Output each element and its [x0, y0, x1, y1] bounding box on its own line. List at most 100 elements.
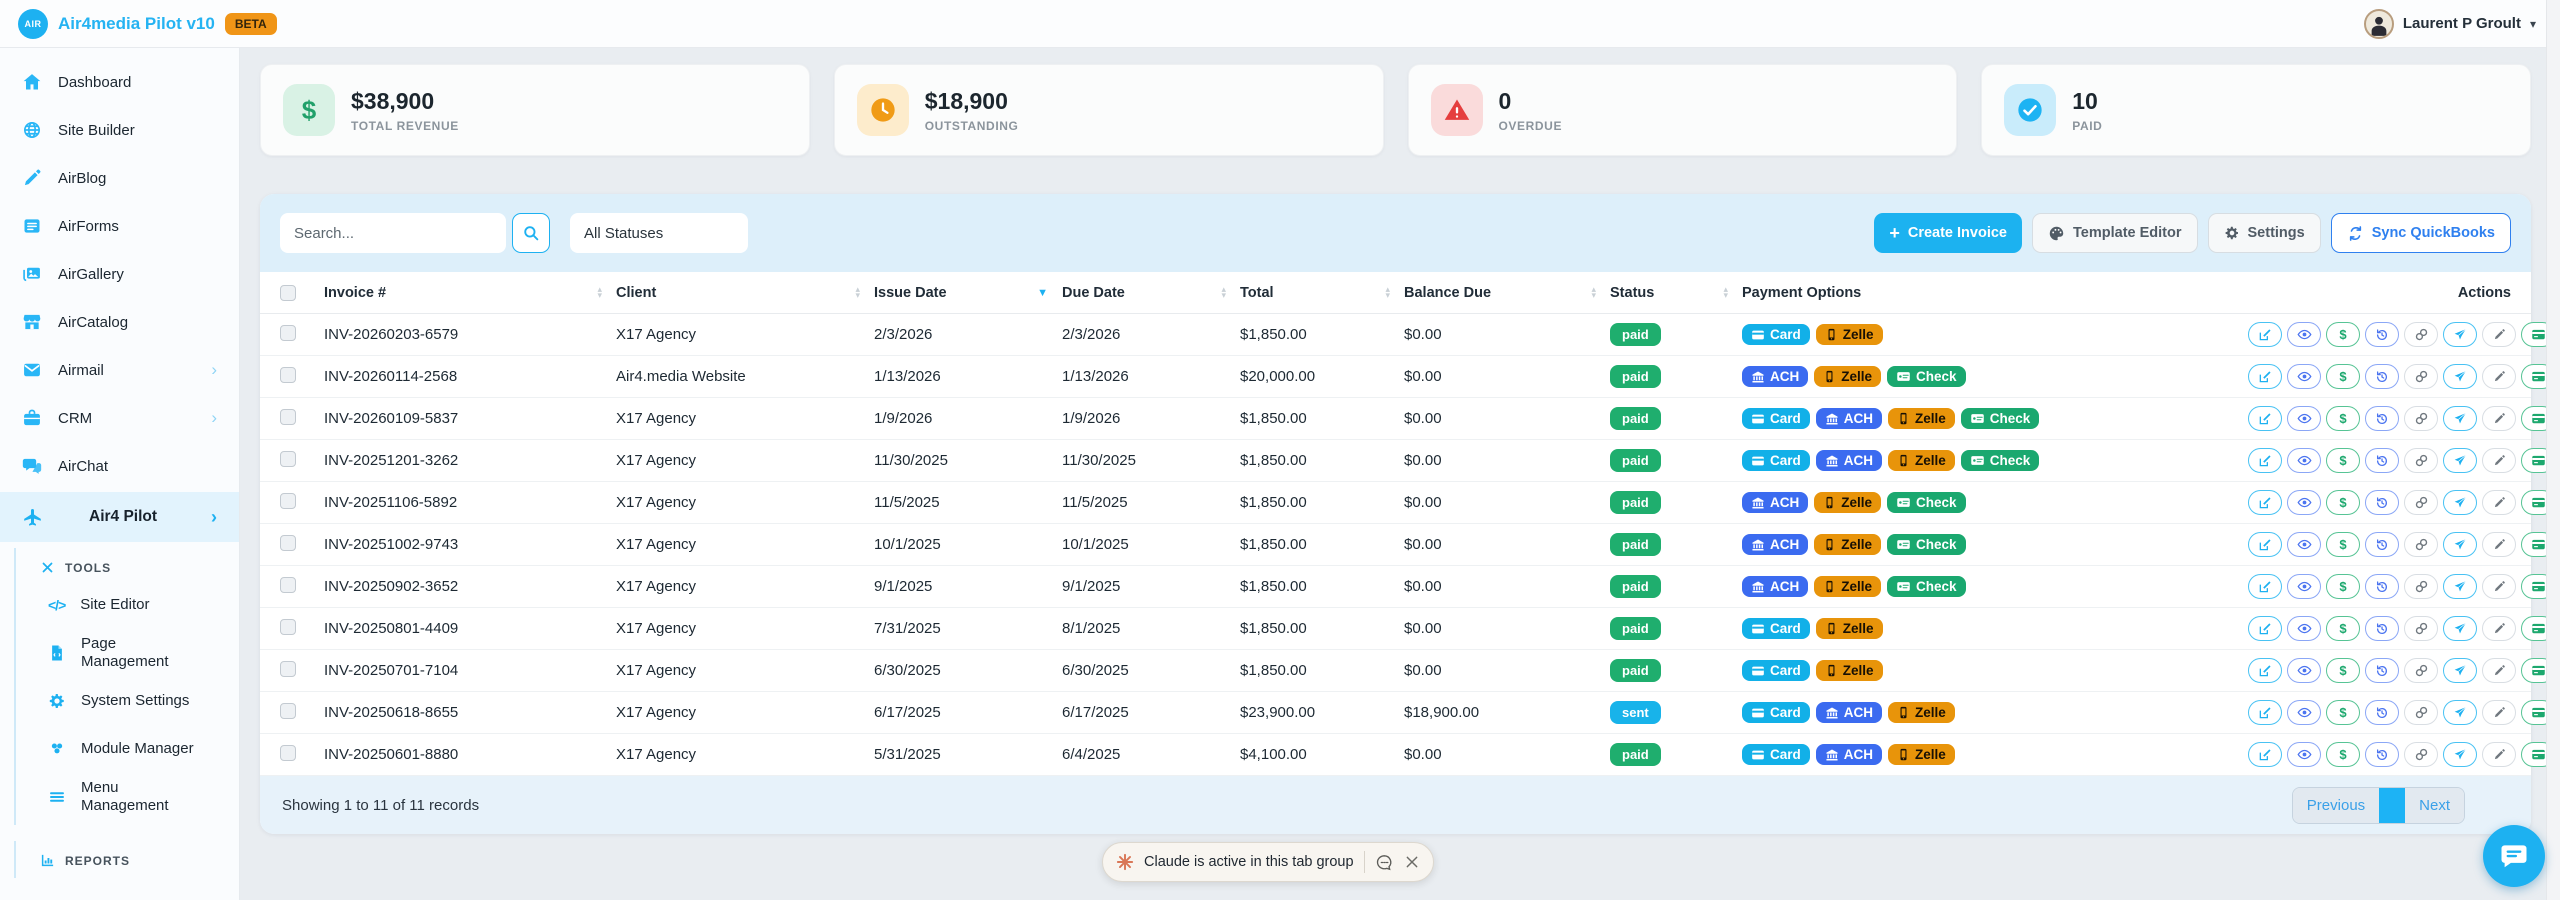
- history-action-button[interactable]: [2365, 742, 2399, 767]
- link-action-button[interactable]: [2404, 448, 2438, 473]
- sign-action-button[interactable]: [2482, 658, 2516, 683]
- table-row[interactable]: INV-20250618-8655 X17 Agency 6/17/2025 6…: [260, 692, 2555, 734]
- column-header-invoice[interactable]: Invoice # ▴ ▾: [324, 283, 602, 301]
- history-action-button[interactable]: [2365, 406, 2399, 431]
- sidebar-item-module-manager[interactable]: Module Manager: [16, 725, 239, 773]
- payment-action-button[interactable]: $: [2326, 700, 2360, 725]
- sidebar-item-site-builder[interactable]: Site Builder: [0, 106, 239, 154]
- previous-page-button[interactable]: Previous: [2292, 787, 2380, 823]
- sort-icon[interactable]: ▴ ▾: [597, 283, 602, 300]
- link-action-button[interactable]: [2404, 658, 2438, 683]
- speech-bubble-icon[interactable]: [1375, 853, 1394, 872]
- template-editor-button[interactable]: Template Editor: [2032, 213, 2198, 253]
- row-checkbox[interactable]: [280, 702, 296, 719]
- column-header-balance-due[interactable]: Balance Due ▴ ▾: [1404, 283, 1596, 301]
- payment-action-button[interactable]: $: [2326, 322, 2360, 347]
- link-action-button[interactable]: [2404, 490, 2438, 515]
- sign-action-button[interactable]: [2482, 742, 2516, 767]
- history-action-button[interactable]: [2365, 658, 2399, 683]
- view-action-button[interactable]: [2287, 406, 2321, 431]
- close-icon[interactable]: [1404, 854, 1420, 870]
- send-action-button[interactable]: [2443, 700, 2477, 725]
- user-menu[interactable]: Laurent P Groult ▾: [2363, 8, 2536, 39]
- send-action-button[interactable]: [2443, 532, 2477, 557]
- view-action-button[interactable]: [2287, 700, 2321, 725]
- send-action-button[interactable]: [2443, 490, 2477, 515]
- table-row[interactable]: INV-20251002-9743 X17 Agency 10/1/2025 1…: [260, 524, 2555, 566]
- history-action-button[interactable]: [2365, 322, 2399, 347]
- sidebar-item-menu-management[interactable]: Menu Management: [16, 773, 239, 821]
- view-action-button[interactable]: [2287, 532, 2321, 557]
- link-action-button[interactable]: [2404, 364, 2438, 389]
- payment-action-button[interactable]: $: [2326, 616, 2360, 641]
- row-checkbox[interactable]: [280, 534, 296, 551]
- select-all-checkbox[interactable]: [280, 284, 296, 301]
- chat-widget-button[interactable]: [2483, 825, 2545, 887]
- payment-action-button[interactable]: $: [2326, 532, 2360, 557]
- history-action-button[interactable]: [2365, 616, 2399, 641]
- row-checkbox[interactable]: [280, 408, 296, 425]
- view-action-button[interactable]: [2287, 448, 2321, 473]
- sort-icon[interactable]: ▴ ▾: [855, 283, 860, 300]
- sign-action-button[interactable]: [2482, 616, 2516, 641]
- sort-icon[interactable]: ▴ ▾: [1221, 283, 1226, 300]
- link-action-button[interactable]: [2404, 616, 2438, 641]
- payment-action-button[interactable]: $: [2326, 490, 2360, 515]
- sign-action-button[interactable]: [2482, 322, 2516, 347]
- send-action-button[interactable]: [2443, 574, 2477, 599]
- edit-action-button[interactable]: [2248, 448, 2282, 473]
- sidebar-item-aircatalog[interactable]: AirCatalog: [0, 298, 239, 346]
- link-action-button[interactable]: [2404, 406, 2438, 431]
- sidebar-item-crm[interactable]: CRM ›: [0, 394, 239, 442]
- sidebar-item-air4-pilot-active[interactable]: Air4 Pilot ›: [0, 492, 239, 542]
- edit-action-button[interactable]: [2248, 700, 2282, 725]
- payment-action-button[interactable]: $: [2326, 364, 2360, 389]
- settings-button[interactable]: Settings: [2207, 213, 2321, 253]
- column-header-client[interactable]: Client ▴ ▾: [616, 283, 860, 301]
- column-header-issue-date[interactable]: Issue Date ▼: [874, 284, 1048, 301]
- current-page-indicator[interactable]: [2379, 787, 2406, 823]
- sidebar-item-airmail[interactable]: Airmail ›: [0, 346, 239, 394]
- link-action-button[interactable]: [2404, 322, 2438, 347]
- view-action-button[interactable]: [2287, 658, 2321, 683]
- table-row[interactable]: INV-20260203-6579 X17 Agency 2/3/2026 2/…: [260, 314, 2555, 356]
- edit-action-button[interactable]: [2248, 322, 2282, 347]
- column-header-total[interactable]: Total ▴ ▾: [1240, 283, 1390, 301]
- edit-action-button[interactable]: [2248, 490, 2282, 515]
- row-checkbox[interactable]: [280, 450, 296, 467]
- history-action-button[interactable]: [2365, 364, 2399, 389]
- send-action-button[interactable]: [2443, 742, 2477, 767]
- link-action-button[interactable]: [2404, 574, 2438, 599]
- payment-action-button[interactable]: $: [2326, 658, 2360, 683]
- table-row[interactable]: INV-20260109-5837 X17 Agency 1/9/2026 1/…: [260, 398, 2555, 440]
- search-button[interactable]: [512, 213, 550, 253]
- table-row[interactable]: INV-20251106-5892 X17 Agency 11/5/2025 1…: [260, 482, 2555, 524]
- history-action-button[interactable]: [2365, 700, 2399, 725]
- edit-action-button[interactable]: [2248, 658, 2282, 683]
- send-action-button[interactable]: [2443, 322, 2477, 347]
- payment-action-button[interactable]: $: [2326, 742, 2360, 767]
- view-action-button[interactable]: [2287, 616, 2321, 641]
- sort-icon[interactable]: ▴ ▾: [1591, 283, 1596, 300]
- column-header-due-date[interactable]: Due Date ▴ ▾: [1062, 283, 1226, 301]
- sign-action-button[interactable]: [2482, 700, 2516, 725]
- row-checkbox[interactable]: [280, 744, 296, 761]
- send-action-button[interactable]: [2443, 364, 2477, 389]
- sidebar-item-airforms[interactable]: AirForms: [0, 202, 239, 250]
- view-action-button[interactable]: [2287, 490, 2321, 515]
- table-row[interactable]: INV-20250701-7104 X17 Agency 6/30/2025 6…: [260, 650, 2555, 692]
- table-row[interactable]: INV-20251201-3262 X17 Agency 11/30/2025 …: [260, 440, 2555, 482]
- column-header-status[interactable]: Status ▴ ▾: [1610, 283, 1728, 301]
- send-action-button[interactable]: [2443, 658, 2477, 683]
- edit-action-button[interactable]: [2248, 742, 2282, 767]
- status-filter-select[interactable]: All Statuses: [570, 213, 748, 253]
- next-page-button[interactable]: Next: [2405, 787, 2464, 823]
- history-action-button[interactable]: [2365, 532, 2399, 557]
- payment-action-button[interactable]: $: [2326, 574, 2360, 599]
- sign-action-button[interactable]: [2482, 532, 2516, 557]
- sign-action-button[interactable]: [2482, 490, 2516, 515]
- edit-action-button[interactable]: [2248, 532, 2282, 557]
- link-action-button[interactable]: [2404, 742, 2438, 767]
- row-checkbox[interactable]: [280, 660, 296, 677]
- link-action-button[interactable]: [2404, 532, 2438, 557]
